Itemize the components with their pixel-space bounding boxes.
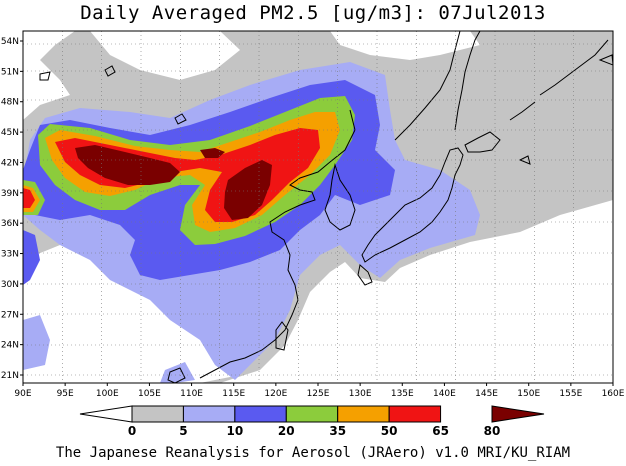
credit-line: The Japanese Reanalysis for Aerosol (JRA… [55,445,571,461]
lon-label: 105E [138,389,161,399]
colorbar-label: 0 [128,424,136,438]
lon-label: 90E [14,389,31,399]
lon-label: 130E [349,389,372,399]
lon-label: 155E [559,389,582,399]
lon-label: 140E [433,389,456,399]
lat-label: 45N [1,128,19,138]
lon-label: 160E [602,389,625,399]
colorbar-segment [131,405,184,423]
lon-label: 110E [180,389,203,399]
coastlines [39,31,613,383]
lat-label: 30N [1,280,19,290]
colorbar-label: 5 [179,424,187,438]
concentration-field [23,31,613,383]
colorbar-segment [337,405,390,423]
lon-label: 135E [391,389,414,399]
lat-label: 51N [1,67,19,77]
lat-label: 42N [1,158,19,168]
lat-label: 48N [1,98,19,108]
colorbar-label: 35 [329,424,346,438]
colorbar-label: 20 [278,424,295,438]
lat-label: 39N [1,189,19,199]
lon-label: 115E [222,389,245,399]
colorbar-segment [182,405,236,423]
lat-label: 36N [1,219,19,229]
lat-label: 21N [1,371,19,381]
colorbar-label: 80 [484,424,501,438]
lat-label: 54N [1,37,19,47]
lat-label: 27N [1,310,19,320]
contour-80-plus [75,145,272,220]
colorbar: 0 5 10 20 35 50 65 80 [79,405,545,438]
map-title: Daily Averaged PM2.5 [ug/m3]: 07Jul2013 [80,2,546,24]
lon-label: 120E [264,389,287,399]
colorbar-label: 65 [432,424,449,438]
lon-label: 95E [57,389,74,399]
longitude-axis: 90E 95E 100E 105E 110E 115E 120E 125E 130E 135E 14… [14,383,625,399]
lon-label: 125E [307,389,330,399]
colorbar-segment [285,405,339,423]
graticule [23,31,613,383]
latitude-axis: 21N 24N 27N 30N 33N 36N 39N 42N 45N 48N 51N 54N [1,37,23,381]
lon-label: 150E [517,389,540,399]
colorbar-segment [388,405,442,423]
lat-label: 33N [1,250,19,260]
lat-label: 24N [1,341,19,351]
colorbar-label: 10 [227,424,244,438]
colorbar-over [491,405,545,423]
colorbar-label: 50 [381,424,398,438]
colorbar-segment [234,405,287,423]
lon-label: 145E [475,389,498,399]
lon-label: 100E [96,389,119,399]
colorbar-under [79,405,133,423]
